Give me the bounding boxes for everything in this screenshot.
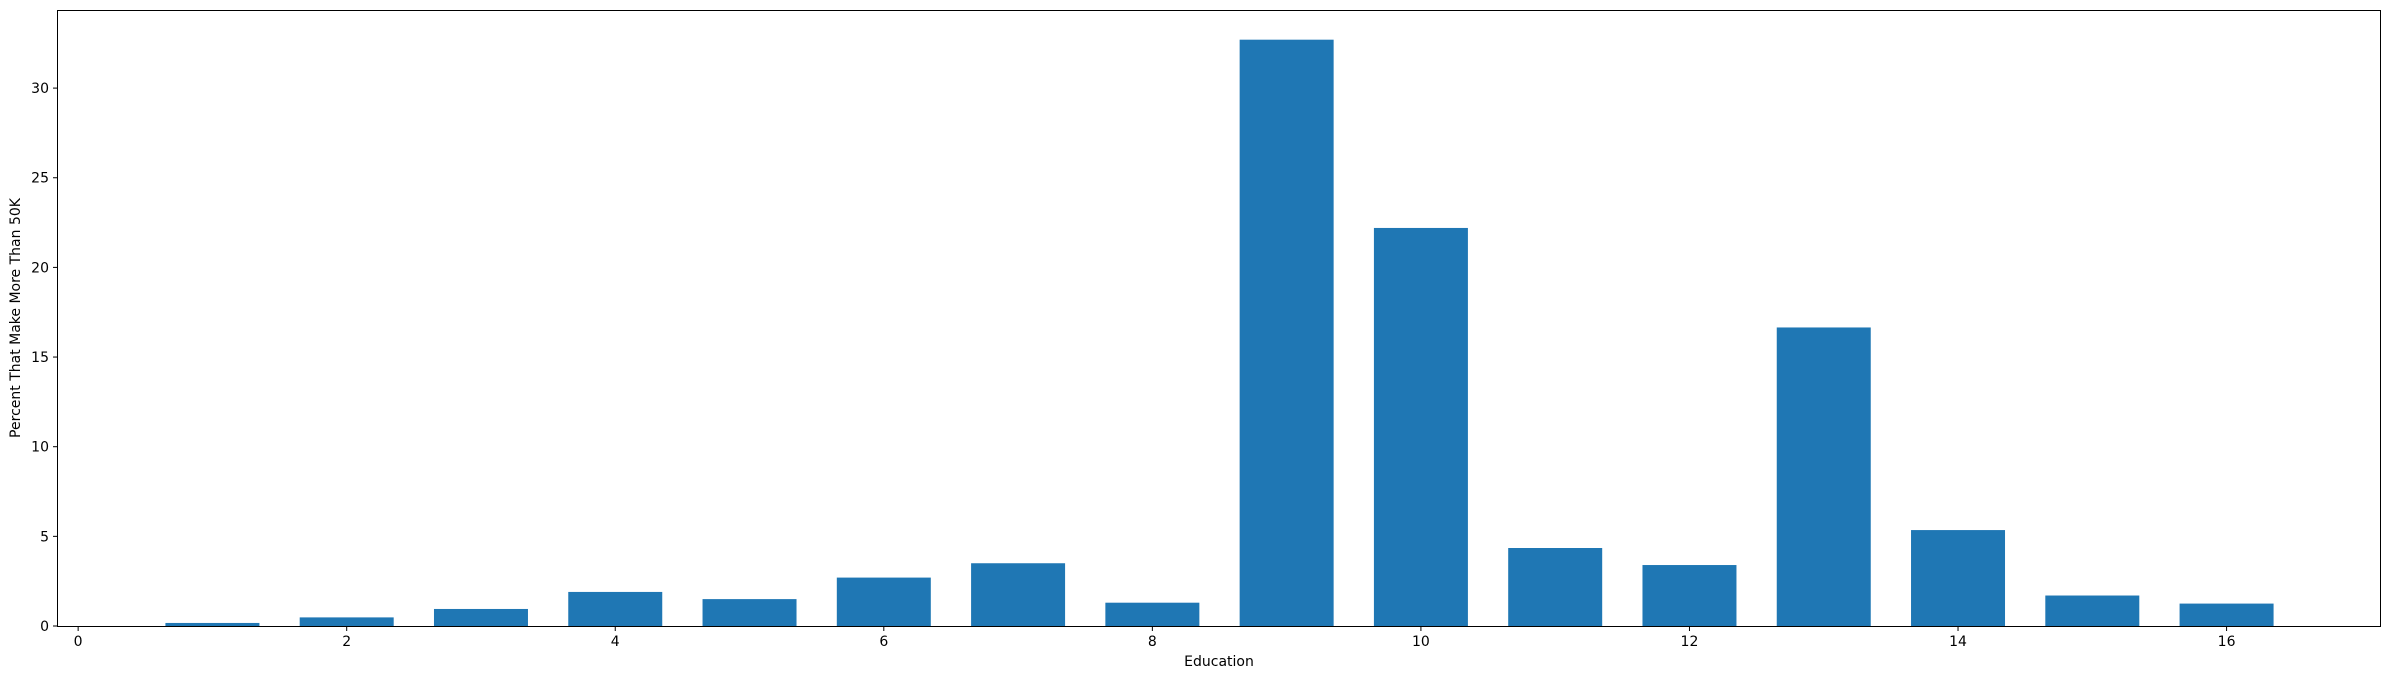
bar-5	[702, 599, 797, 626]
x-axis-label: Education	[1184, 654, 1254, 670]
bar-9	[1239, 39, 1334, 626]
bar-11	[1508, 548, 1603, 626]
bar-15	[2045, 595, 2140, 626]
y-tick-label: 10	[31, 440, 49, 456]
bar-12	[1642, 565, 1737, 626]
x-axis: 0 2 4 6 8 10 12 14 16	[74, 626, 2236, 650]
bar-8	[1105, 602, 1200, 626]
bar-6	[836, 577, 931, 626]
bar-10	[1373, 227, 1468, 626]
plot-frame	[57, 10, 2381, 627]
x-tick-label: 0	[74, 634, 83, 650]
x-tick-label: 14	[1949, 634, 1967, 650]
y-tick-label: 5	[40, 529, 49, 545]
bar-13	[1776, 327, 1871, 626]
bar-14	[1911, 530, 2006, 626]
y-tick-label: 15	[31, 350, 49, 366]
y-axis: 0 5 10 15 20 25 30	[31, 81, 58, 635]
x-tick-label: 12	[1681, 634, 1699, 650]
x-tick-label: 8	[1148, 634, 1157, 650]
bars-group	[165, 39, 2274, 626]
bar-7	[971, 563, 1066, 626]
y-axis-label: Percent That Make More Than 50K	[8, 197, 24, 438]
bar-1	[165, 622, 260, 626]
bar-16	[2179, 603, 2274, 626]
bar-3	[433, 608, 528, 626]
bar-2	[299, 617, 394, 626]
x-tick-label: 10	[1412, 634, 1430, 650]
y-tick-label: 30	[31, 81, 49, 97]
x-tick-label: 2	[342, 634, 351, 650]
y-tick-label: 20	[31, 260, 49, 276]
x-tick-label: 16	[2218, 634, 2236, 650]
y-tick-label: 0	[40, 619, 49, 635]
bar-4	[568, 591, 663, 626]
y-tick-label: 25	[31, 171, 49, 187]
x-tick-label: 4	[611, 634, 620, 650]
x-tick-label: 6	[879, 634, 888, 650]
